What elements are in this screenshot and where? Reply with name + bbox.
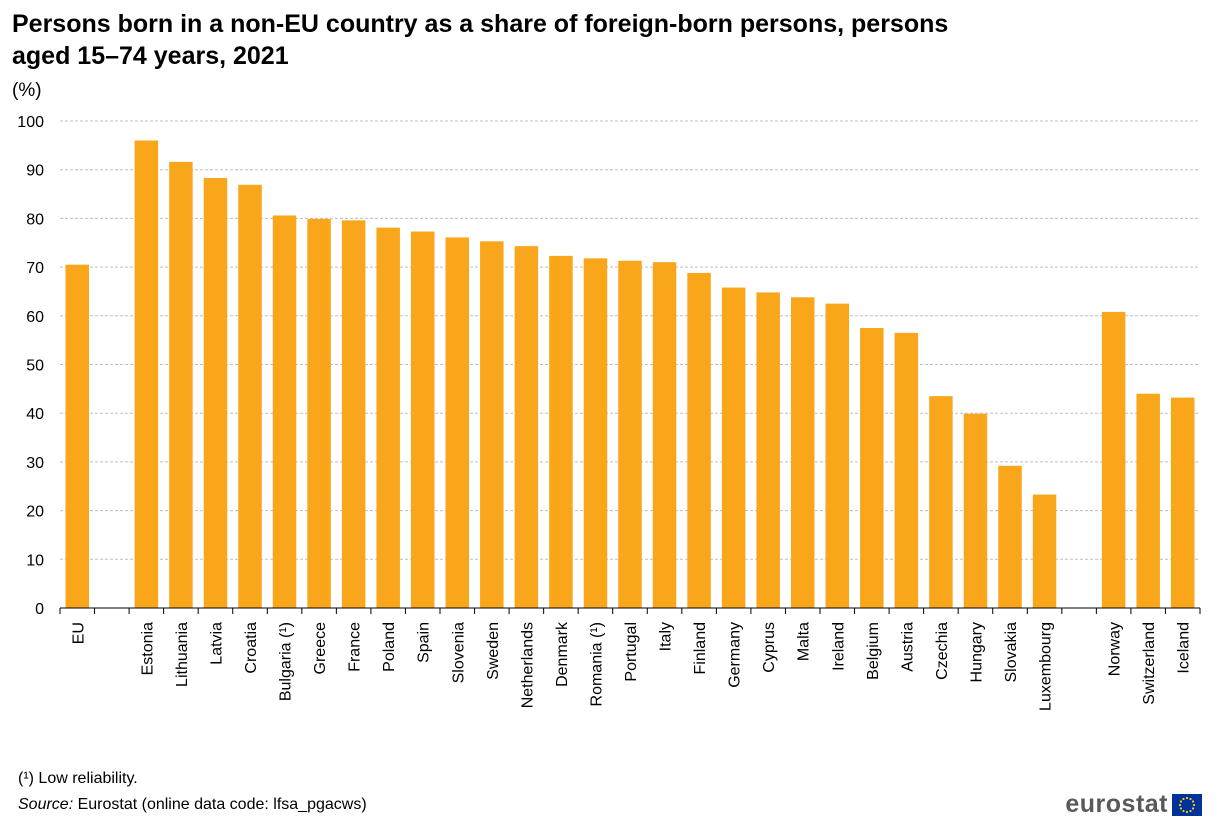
flag-star <box>1179 806 1183 810</box>
footnote: (¹) Low reliability. <box>18 770 138 787</box>
x-tick-label: Netherlands <box>519 622 536 708</box>
source-text: Eurostat (online data code: lfsa_pgacws) <box>73 796 367 813</box>
y-tick-label: 80 <box>26 211 44 228</box>
x-tick-label: Austria <box>899 622 916 672</box>
bar <box>307 218 331 608</box>
bar <box>652 262 677 608</box>
bar <box>514 246 539 608</box>
bars <box>65 140 1195 609</box>
flag-star <box>1185 810 1189 813</box>
flag-star <box>1185 796 1189 799</box>
bar <box>1032 494 1057 608</box>
bar <box>1136 393 1160 608</box>
bar <box>583 258 608 608</box>
y-tick-label: 30 <box>26 455 44 472</box>
bar <box>549 255 573 609</box>
flag-star <box>1191 799 1195 803</box>
x-tick-label: Germany <box>727 622 744 688</box>
y-tick-label: 20 <box>26 504 44 521</box>
logo-text: eurostat <box>1065 790 1168 818</box>
bar <box>1101 311 1126 608</box>
bar <box>929 396 953 608</box>
y-tick-label: 60 <box>26 309 44 326</box>
flag-star <box>1189 809 1192 812</box>
x-tick-label: Czechia <box>934 622 951 680</box>
y-tick-label: 0 <box>35 601 44 618</box>
bar <box>963 413 988 608</box>
x-tick-label: Slovenia <box>450 622 467 683</box>
x-tick-label: Spain <box>416 622 433 663</box>
x-tick-label: Estonia <box>139 622 156 675</box>
bar-chart: 0 10 20 30 40 50 60 70 80 90 100 EU Estonia Lithuania… <box>17 114 1201 711</box>
x-tick-label: Lithuania <box>174 622 191 687</box>
x-tick-label: EU <box>70 622 87 644</box>
source-note: Source: Eurostat (online data code: lfsa… <box>18 796 367 814</box>
y-tick-label: 40 <box>26 406 44 423</box>
x-tick-label: Greece <box>312 622 329 675</box>
bar <box>998 465 1022 608</box>
x-tick-label: Croatia <box>243 622 260 674</box>
bar <box>860 327 884 608</box>
bar <box>272 215 297 608</box>
bar <box>134 140 159 609</box>
y-tick-label: 90 <box>26 163 44 180</box>
y-axis-unit: (%) <box>12 80 42 101</box>
source-label: Source: <box>18 796 74 813</box>
x-tick-label: Iceland <box>1176 622 1193 674</box>
flag-star <box>1182 797 1185 800</box>
y-tick-label: 70 <box>26 260 44 277</box>
bar <box>445 237 470 608</box>
bar <box>756 292 780 608</box>
bar <box>687 272 711 608</box>
flag-star <box>1182 809 1185 812</box>
eu-flag-icon <box>1172 793 1202 816</box>
x-tick-label: Luxembourg <box>1038 622 1055 711</box>
chart-title: Persons born in a non-EU country as a sh… <box>12 10 949 70</box>
x-tick-label: Latvia <box>208 622 225 665</box>
bar <box>341 220 366 608</box>
x-tick-label: Hungary <box>968 622 985 682</box>
x-tick-label: Denmark <box>554 621 571 687</box>
bar <box>376 227 400 608</box>
x-tick-label: Norway <box>1107 622 1124 676</box>
bar <box>169 161 193 608</box>
x-tick-label: Switzerland <box>1141 622 1158 705</box>
x-tick-label: Portugal <box>623 622 640 682</box>
bar <box>790 297 815 608</box>
flag-background <box>1172 793 1202 816</box>
flag-star <box>1178 803 1182 806</box>
y-tick-label: 10 <box>26 552 44 569</box>
bar <box>238 184 262 608</box>
bar <box>618 260 642 608</box>
flag-star <box>1191 806 1195 810</box>
x-tick-label: Slovakia <box>1003 622 1020 683</box>
x-tick-label: Poland <box>381 622 398 672</box>
flag-star <box>1192 803 1196 806</box>
x-tick-label: Bulgaria (¹) <box>278 622 295 701</box>
x-tick-label: Italy <box>658 622 675 651</box>
bar <box>65 264 90 608</box>
bar <box>1170 397 1195 608</box>
y-tick-label: 50 <box>26 358 44 375</box>
bar <box>825 303 850 608</box>
bar <box>410 231 435 608</box>
x-tick-label: France <box>347 622 364 672</box>
axes: 0 10 20 30 40 50 60 70 80 90 100 EU Estonia Lithuania… <box>17 114 1201 711</box>
x-tick-label: Ireland <box>830 622 847 671</box>
x-tick-label: Romania (¹) <box>588 622 605 706</box>
x-tick-label: Belgium <box>865 622 882 680</box>
x-tick-label: Malta <box>796 622 813 661</box>
x-tick-label: Cyprus <box>761 622 778 673</box>
flag-star <box>1179 799 1183 803</box>
bar <box>480 241 504 608</box>
x-tick-label: Sweden <box>485 622 502 680</box>
eurostat-logo: eurostat <box>1065 790 1202 819</box>
y-tick-label: 100 <box>17 114 44 131</box>
bar <box>721 287 746 608</box>
bar <box>894 332 919 608</box>
flag-star <box>1189 797 1192 800</box>
x-tick-label: Finland <box>692 622 709 674</box>
bar <box>203 177 228 608</box>
